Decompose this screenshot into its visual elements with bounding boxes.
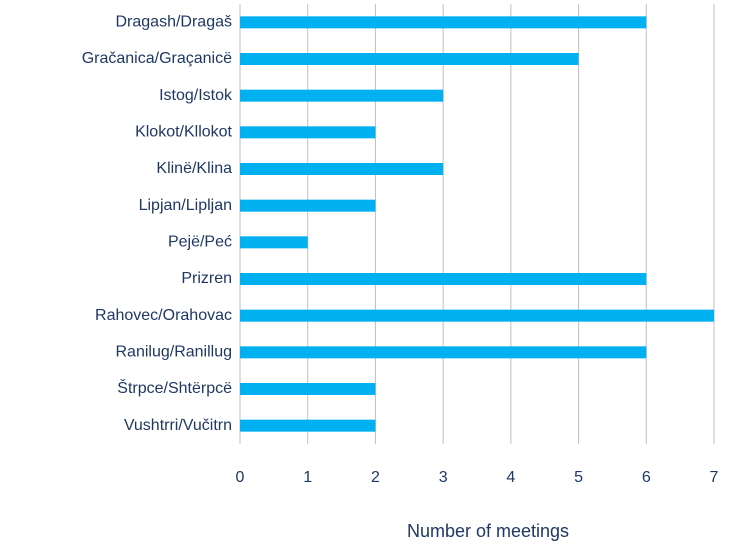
y-tick-label: Istog/Istok xyxy=(159,87,233,104)
y-tick-label: Dragash/Dragaš xyxy=(116,14,233,31)
bar xyxy=(240,309,714,322)
bar xyxy=(240,383,376,395)
x-tick-label: 6 xyxy=(642,469,651,486)
y-tick-label: Ranilug/Ranillug xyxy=(115,344,232,361)
x-tick-label: 5 xyxy=(574,469,583,486)
bar xyxy=(240,53,579,65)
x-tick-label: 2 xyxy=(371,469,380,486)
y-tick-label: Gračanica/Graçanicë xyxy=(82,50,232,67)
y-tick-label: Klokot/Kllokot xyxy=(135,124,232,141)
bar xyxy=(240,236,308,249)
x-tick-label: 7 xyxy=(710,469,719,486)
y-tick-label: Prizren xyxy=(181,270,232,287)
bar xyxy=(240,419,376,432)
x-axis-title: Number of meetings xyxy=(407,521,569,541)
bar xyxy=(240,89,444,102)
y-tick-label: Klinë/Klina xyxy=(156,160,232,177)
bar xyxy=(240,346,647,359)
y-tick-label: Štrpce/Shtërpcë xyxy=(117,378,232,397)
y-tick-label: Vushtrri/Vučitrn xyxy=(124,417,232,434)
y-tick-label: Pejë/Peć xyxy=(168,234,232,251)
bar xyxy=(240,273,647,285)
bar xyxy=(240,126,376,139)
bar xyxy=(240,199,376,212)
bar xyxy=(240,16,647,29)
y-tick-label: Rahovec/Orahovac xyxy=(95,307,232,324)
x-tick-label: 3 xyxy=(439,469,448,486)
bar xyxy=(240,163,444,175)
y-tick-label: Lipjan/Lipljan xyxy=(139,197,232,214)
x-tick-label: 1 xyxy=(303,469,312,486)
x-tick-label: 4 xyxy=(506,469,515,486)
x-tick-label: 0 xyxy=(236,469,245,486)
